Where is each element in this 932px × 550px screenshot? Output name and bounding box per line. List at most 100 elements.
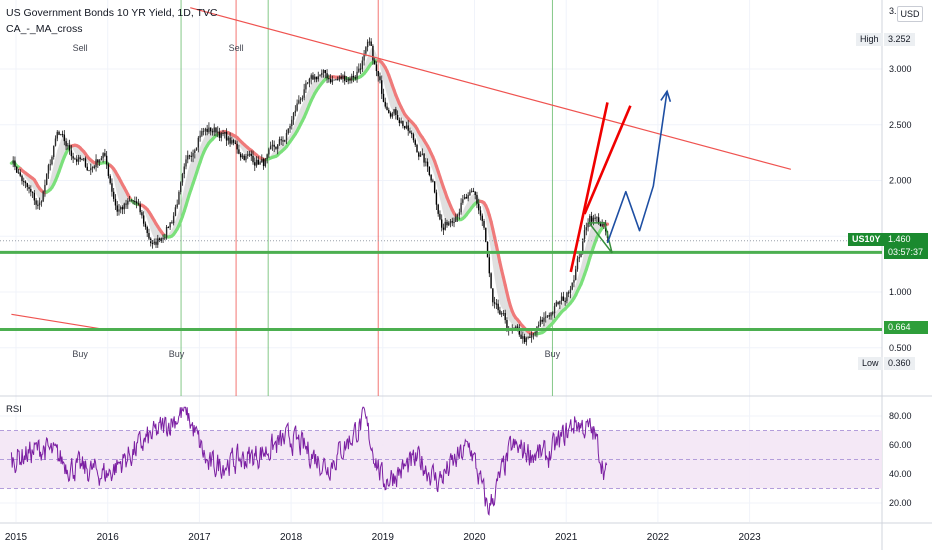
candle-body	[56, 131, 58, 139]
candle-body	[504, 313, 506, 321]
candle-body	[81, 159, 83, 161]
candle-body	[335, 79, 337, 81]
candle-body	[264, 159, 267, 167]
candle-body	[490, 273, 492, 289]
candle-body	[306, 82, 309, 84]
candle-body	[142, 215, 145, 224]
candle-body	[181, 174, 184, 183]
candle-body	[134, 201, 136, 203]
candle-body	[248, 153, 251, 155]
candle-body	[409, 130, 411, 133]
candle-body	[232, 140, 235, 143]
candle-body	[571, 282, 573, 290]
candle-body	[317, 76, 319, 80]
candle-body	[91, 166, 94, 169]
candle-body	[84, 158, 87, 167]
candle-body	[167, 226, 170, 228]
candle-body	[296, 103, 298, 111]
candle-body	[365, 47, 367, 54]
candle-body	[582, 238, 584, 253]
candle-body	[530, 334, 533, 338]
candle-body	[567, 292, 570, 294]
candle-body	[23, 181, 25, 183]
support-price-tag: 0.664	[884, 321, 928, 334]
candle-body	[486, 241, 489, 258]
candle-body	[430, 174, 432, 181]
candle-body	[67, 145, 69, 147]
candle-body	[102, 153, 104, 159]
candle-body	[197, 137, 200, 148]
candle-body	[336, 79, 339, 81]
candle-body	[458, 212, 461, 216]
candle-body	[559, 300, 561, 304]
candle-body	[386, 106, 388, 110]
candle-body	[322, 70, 325, 73]
candle-body	[282, 140, 284, 142]
candle-body	[278, 139, 281, 145]
candle-body	[141, 212, 143, 216]
candle-body	[194, 150, 196, 153]
candle-body	[516, 326, 519, 328]
candle-body	[111, 183, 113, 192]
candle-body	[204, 128, 207, 131]
candle-body	[537, 324, 540, 327]
candle-body	[47, 165, 50, 174]
time-axis-label: 2023	[738, 532, 761, 543]
candle-body	[479, 210, 482, 216]
candle-body	[377, 71, 379, 77]
indicator-name: CA_-_MA_cross	[6, 23, 83, 35]
candle-body	[42, 191, 44, 202]
candle-body	[456, 215, 459, 217]
candle-body	[603, 223, 605, 225]
candle-body	[160, 238, 163, 242]
candle-body	[118, 209, 120, 212]
candle-body	[361, 60, 364, 69]
candle-body	[382, 93, 385, 102]
candle-body	[368, 41, 371, 43]
ma-fill-segment	[117, 174, 119, 201]
candle-body	[291, 119, 293, 127]
candle-body	[199, 135, 201, 138]
candle-body	[220, 133, 222, 138]
candle-body	[352, 75, 355, 78]
candle-body	[255, 159, 258, 166]
candle-body	[476, 194, 478, 204]
candle-body	[396, 114, 399, 120]
candle-body	[188, 155, 191, 157]
candle-body	[589, 216, 591, 224]
candle-body	[266, 154, 268, 160]
candle-body	[444, 221, 446, 230]
candle-body	[351, 75, 353, 81]
candle-body	[132, 200, 134, 202]
ma-fill-segment	[120, 181, 123, 207]
candle-body	[356, 71, 358, 79]
candle-body	[495, 303, 498, 305]
candle-body	[172, 215, 175, 224]
candle-body	[314, 76, 316, 80]
currency-button[interactable]: USD	[897, 6, 923, 22]
candle-body	[500, 313, 503, 315]
candle-body	[483, 220, 485, 228]
candle-body	[241, 155, 244, 158]
candle-body	[192, 152, 194, 157]
ma-fill-segment	[385, 67, 388, 95]
candle-body	[162, 237, 164, 239]
candle-body	[592, 217, 595, 222]
candle-body	[448, 222, 450, 226]
candle-body	[95, 159, 97, 168]
candle-body	[534, 332, 536, 334]
candle-body	[435, 192, 438, 205]
candle-body	[90, 168, 92, 171]
time-axis-label: 2019	[372, 532, 395, 543]
signal-label-sell: Sell	[73, 43, 88, 53]
candle-body	[14, 160, 16, 167]
candle-body	[100, 158, 103, 161]
signal-label-sell: Sell	[229, 43, 244, 53]
candle-body	[575, 269, 577, 280]
candle-body	[324, 70, 327, 74]
candle-body	[469, 191, 471, 196]
candle-body	[208, 127, 210, 133]
candle-body	[58, 131, 60, 135]
rsi-axis-label: 60.00	[889, 440, 912, 450]
